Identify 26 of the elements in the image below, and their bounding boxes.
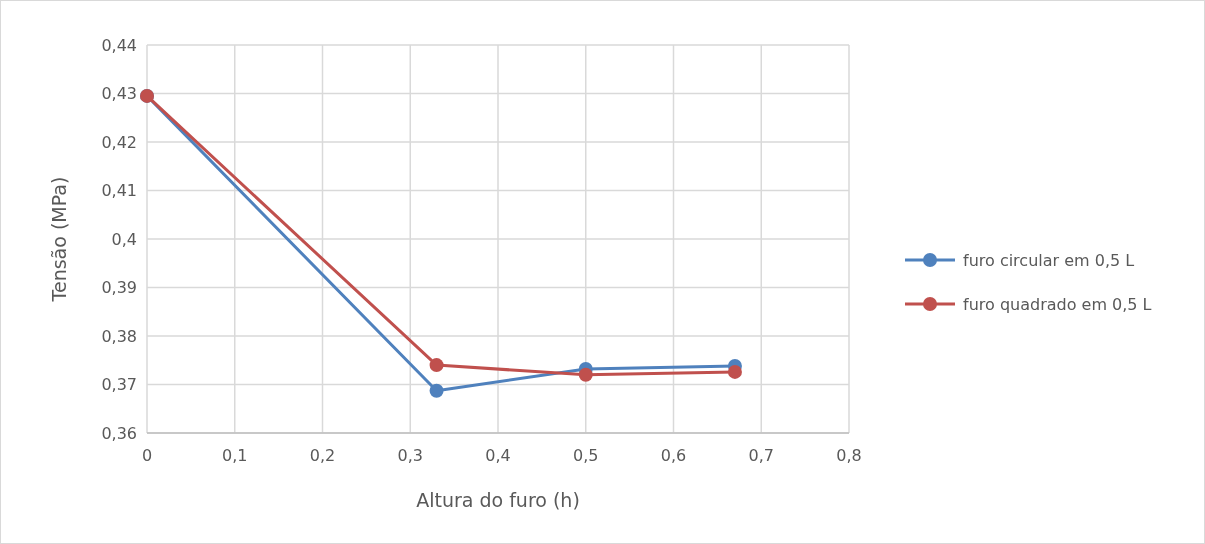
x-tick-label: 0,8 (836, 446, 862, 465)
point (429, 383, 444, 398)
y-tick-label: 0,42 (101, 132, 137, 152)
point (429, 358, 444, 373)
x-tick-label: 0,5 (573, 446, 599, 465)
x-tick-label: 0,2 (309, 446, 336, 465)
y-tick-label: 0,44 (101, 35, 137, 55)
x-tick-label: 0 (141, 446, 153, 465)
y-tick-label: 0,36 (101, 423, 137, 443)
y-tick-label: 0,4 (111, 229, 137, 249)
point (578, 367, 593, 382)
x-tick-label: 0,1 (222, 446, 248, 465)
legend-label: furo quadrado em 0,5 L (963, 294, 1152, 314)
y-tick-label: 0,39 (101, 278, 137, 298)
y-tick-label: 0,41 (101, 181, 137, 201)
y-axis-title: Tensão (MPa) (48, 176, 70, 303)
x-tick-label: 0,4 (485, 446, 511, 465)
point (727, 364, 742, 379)
legend-label: furo circular em 0,5 L (963, 250, 1135, 270)
x-tick-label: 0,6 (660, 446, 687, 465)
x-axis-title: Altura do furo (h) (416, 489, 580, 511)
x-tick-label: 0,3 (397, 446, 423, 465)
x-tick-label: 0,7 (748, 446, 774, 465)
y-tick-label: 0,37 (101, 375, 137, 395)
y-tick-label: 0,43 (101, 84, 137, 104)
y-tick-label: 0,38 (101, 326, 137, 346)
